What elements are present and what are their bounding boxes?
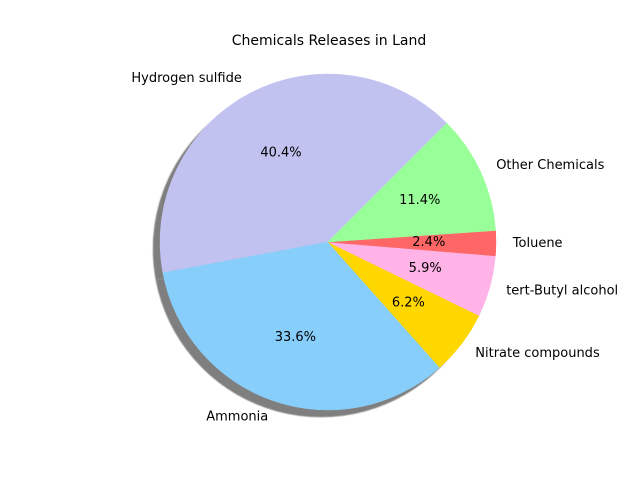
pie-percent-label-ammonia: 33.6% xyxy=(275,330,316,345)
pie-category-label-tert-butyl-alcohol: tert-Butyl alcohol xyxy=(506,283,618,298)
pie-percent-label-hydrogen-sulfide: 40.4% xyxy=(260,145,301,160)
pie-percent-label-toluene: 2.4% xyxy=(412,235,445,250)
pie-slice-group xyxy=(159,73,497,411)
chart-title: Chemicals Releases in Land xyxy=(231,33,427,49)
pie-slice-other-chemicals xyxy=(327,122,496,243)
pie-percent-label-tert-butyl-alcohol: 5.9% xyxy=(409,261,442,276)
pie-slice-ammonia xyxy=(162,241,441,411)
pie-category-label-group: Hydrogen sulfide Ammonia Nitrate compounds… xyxy=(131,71,618,424)
pie-category-label-ammonia: Ammonia xyxy=(206,409,268,424)
pie-category-label-nitrate-compounds: Nitrate compounds xyxy=(475,346,600,361)
pie-category-label-toluene: Toluene xyxy=(512,236,563,251)
pie-slice-hydrogen-sulfide xyxy=(159,73,448,274)
pie-percent-label-nitrate-compounds: 6.2% xyxy=(392,295,425,310)
pie-category-label-other-chemicals: Other Chemicals xyxy=(496,158,604,173)
pie-category-label-hydrogen-sulfide: Hydrogen sulfide xyxy=(131,71,241,86)
pie-percent-label-group: 40.4% 33.6% 6.2% 5.9% 2.4% 11.4% xyxy=(260,145,445,345)
pie-percent-label-other-chemicals: 11.4% xyxy=(399,193,440,208)
